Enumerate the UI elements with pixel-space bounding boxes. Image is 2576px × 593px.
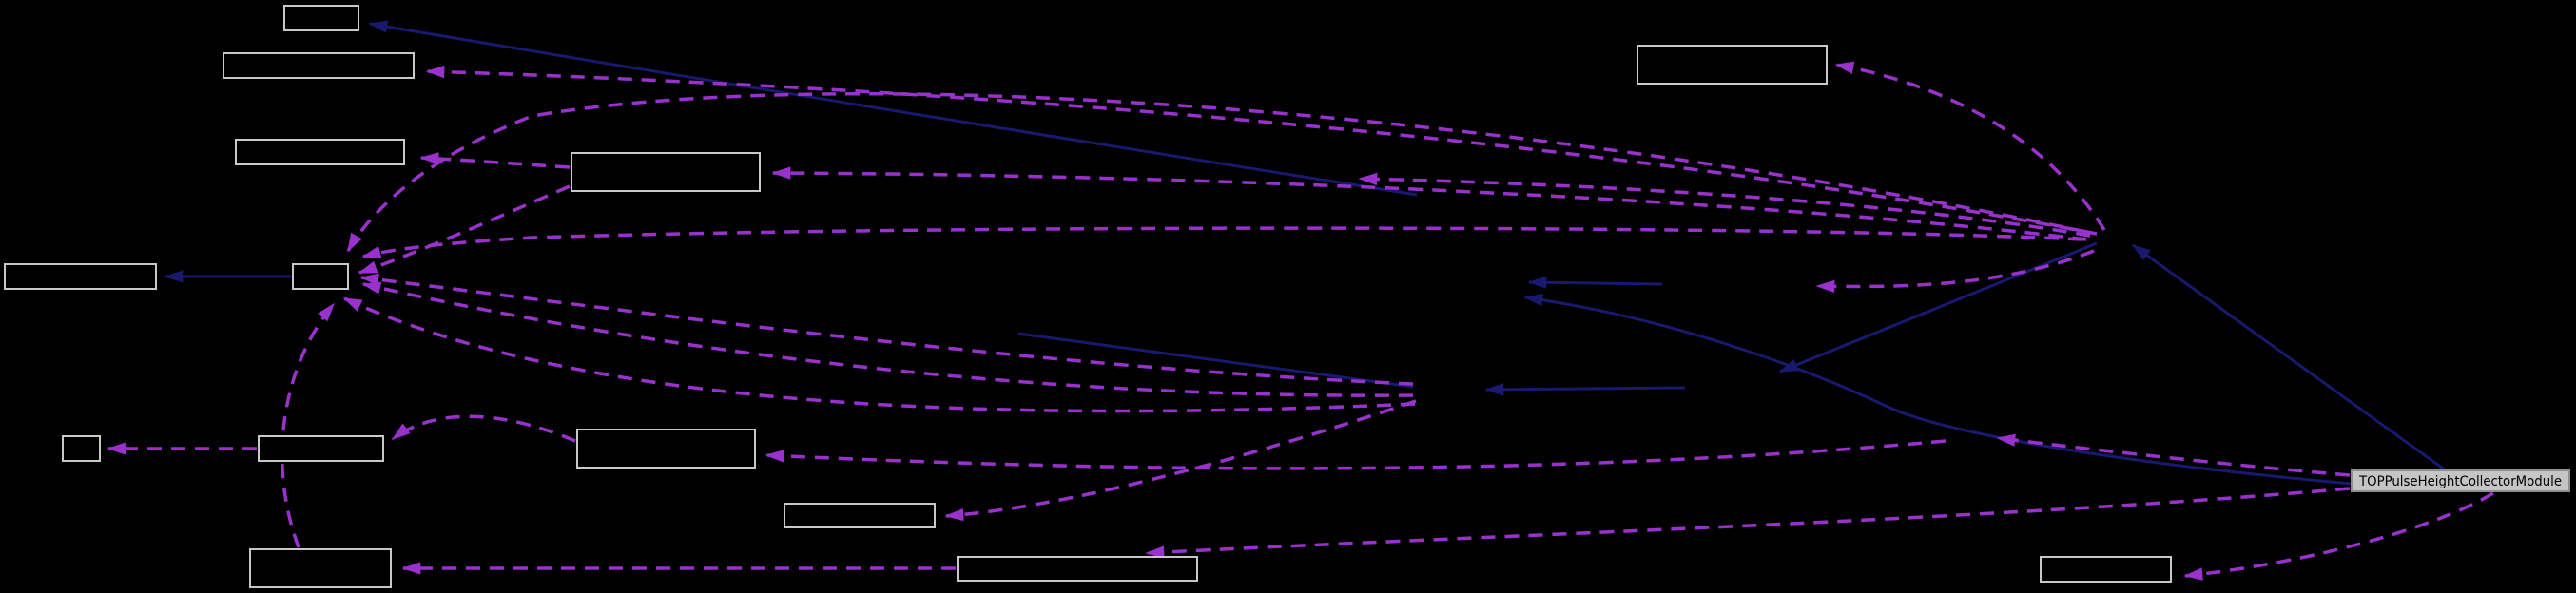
graph-edge-dep-hub-d-to-n2 (425, 65, 2098, 236)
graph-node-n2[interactable] (223, 52, 415, 79)
graph-node-n7[interactable] (1637, 45, 1828, 85)
graph-node-n11[interactable] (784, 503, 936, 528)
graph-edge-dep-n10-to-n9 (391, 414, 576, 443)
main-node-label: TOPPulseHeightCollectorModule (2358, 474, 2562, 489)
graph-node-n8[interactable] (62, 435, 101, 462)
graph-node-n9[interactable] (258, 435, 384, 462)
graph-node-n10[interactable] (576, 429, 756, 469)
graph-edge-dep-hub-a-to-n5-1 (359, 273, 1414, 386)
graph-edge-dep-hub-d-to-n5-mid (361, 226, 2083, 258)
graph-edge-solid-curve-main-to-mid (1523, 293, 2353, 486)
graph-edge-dep-hub-d-to-hub-b (1358, 172, 2091, 238)
graph-node-hub-a (1417, 376, 1483, 403)
graph-edge-dep-n6-to-n3 (419, 152, 571, 169)
graph-node-n4[interactable] (4, 263, 157, 290)
graph-edge-dep-main-to-n14 (2183, 491, 2494, 581)
graph-edge-dep-hub-a-to-n5-2 (361, 281, 1414, 397)
graph-edge-solid-short-into-mid (1527, 276, 1663, 289)
graph-edge-dep-main-to-n12 (1145, 487, 2351, 559)
graph-node-n12[interactable] (957, 556, 1198, 582)
graph-edge-dep-n13-to-n5 (281, 302, 336, 548)
graph-edge-dep-main-to-hub-c (1996, 433, 2351, 477)
graph-edge-dep-n6-to-n5 (358, 184, 571, 275)
nodes-layer: TOPPulseHeightCollectorModule (4, 5, 2570, 588)
graph-node-n3[interactable] (235, 139, 405, 165)
graph-edge-solid-into-hub-a (1017, 332, 1414, 389)
graph-node-n5[interactable] (292, 263, 349, 290)
graph-node-main[interactable] (2351, 469, 2570, 492)
graph-edge-dep-hub-d-to-node-f (1815, 249, 2095, 294)
graph-edge-dep-hub-d-to-n7 (1834, 61, 2106, 231)
graph-edge-inherit-main-to-hub-d (2131, 243, 2447, 472)
graph-edge-inherit-hub-b-to-n1 (368, 20, 1418, 197)
graph-node-hub-d (2097, 226, 2135, 253)
graph-node-n6[interactable] (571, 152, 761, 192)
graph-edge-dep-hub-c-to-n10 (765, 439, 1947, 470)
graph-edge-inherit-hub-d-to-hub-e (1778, 241, 2098, 373)
graph-edge-dep-hub-a-to-n11 (944, 399, 1417, 522)
edges-layer (107, 20, 2494, 581)
graph-edge-dep-hub-d-to-n5-upper (346, 91, 2087, 253)
graph-node-n1[interactable] (283, 5, 359, 31)
graph-edge-inherit-hub-e-to-hub-a (1484, 383, 1686, 396)
graph-node-hub-c (1947, 426, 2005, 452)
graph-node-n13[interactable] (249, 548, 392, 588)
graph-node-n14[interactable] (2040, 556, 2172, 583)
